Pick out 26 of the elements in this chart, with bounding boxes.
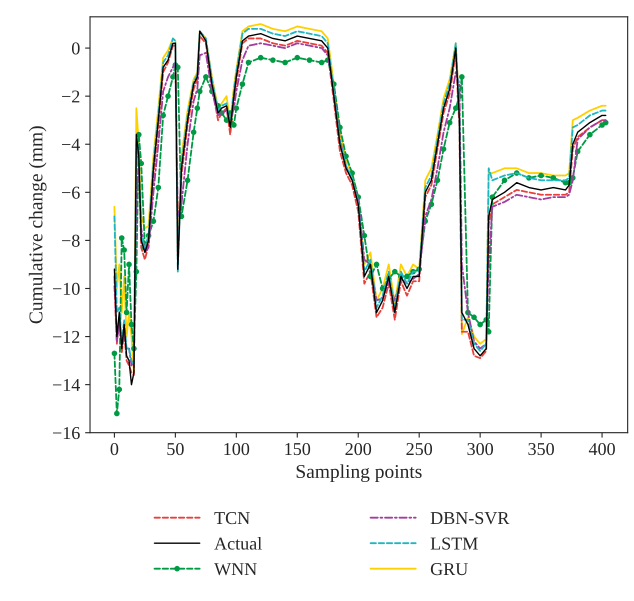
legend-label: GRU [430,563,468,576]
y-tick-label: 0 [72,42,80,55]
y-axis-title: Cumulative change (mm) [28,126,47,324]
x-tick-label: 0 [110,442,118,456]
y-tick-label: −14 [52,378,80,391]
x-tick-label: 400 [588,442,615,456]
legend-label: Actual [214,536,262,550]
x-tick-label: 100 [224,442,250,456]
legend-label: LSTM [430,538,478,550]
legend-label: DBN-SVR [430,512,510,524]
x-axis-title: Sampling points [296,464,422,482]
y-tick-label: −16 [52,427,80,440]
x-tick-label: 250 [406,442,432,456]
y-tick-label: −6 [62,186,80,199]
legend-label: WNN [214,563,257,576]
x-tick-label: 150 [285,442,310,456]
y-tick-label: −10 [52,282,80,295]
legend-label: TCN [214,512,250,524]
x-tick-label: 200 [345,442,372,456]
x-tick-label: 50 [167,442,184,456]
y-tick-label: −8 [62,234,80,247]
y-tick-label: −12 [52,330,80,343]
x-tick-label: 350 [528,442,554,456]
y-tick-label: −2 [62,90,80,102]
y-tick-label: −4 [62,138,80,151]
x-tick-label: 300 [467,442,493,456]
